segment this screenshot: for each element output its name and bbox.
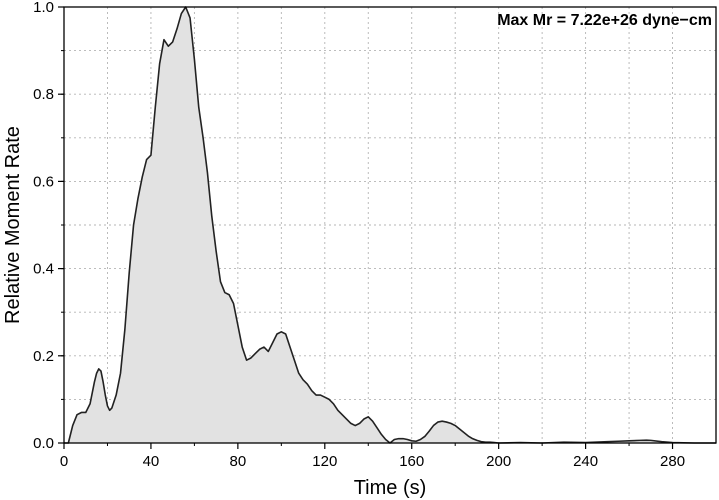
x-axis-ticks: 0 40 80 120 160 200 240 280 xyxy=(60,443,685,470)
x-tick-label: 280 xyxy=(660,453,685,470)
y-tick-label: 0.0 xyxy=(33,435,54,452)
x-tick-label: 240 xyxy=(573,453,598,470)
x-tick-label: 120 xyxy=(312,453,337,470)
y-axis-ticks: 0.0 0.2 0.4 0.6 0.8 1.0 xyxy=(33,0,64,452)
x-tick-label: 0 xyxy=(60,453,68,470)
x-tick-label: 200 xyxy=(486,453,511,470)
y-tick-label: 0.2 xyxy=(33,348,54,365)
max-moment-annotation: Max Mr = 7.22e+26 dyne−cm xyxy=(497,12,712,29)
y-tick-label: 1.0 xyxy=(33,0,54,16)
y-tick-label: 0.8 xyxy=(33,86,54,103)
x-tick-label: 160 xyxy=(399,453,424,470)
moment-rate-curve xyxy=(64,6,716,444)
y-axis-label: Relative Moment Rate xyxy=(2,126,24,324)
y-tick-label: 0.4 xyxy=(33,261,54,278)
x-axis-label: Time (s) xyxy=(354,477,427,499)
y-tick-label: 0.6 xyxy=(33,173,54,190)
x-tick-label: 40 xyxy=(143,453,160,470)
moment-rate-area xyxy=(64,7,716,443)
x-tick-label: 80 xyxy=(230,453,247,470)
gridlines xyxy=(64,7,716,443)
